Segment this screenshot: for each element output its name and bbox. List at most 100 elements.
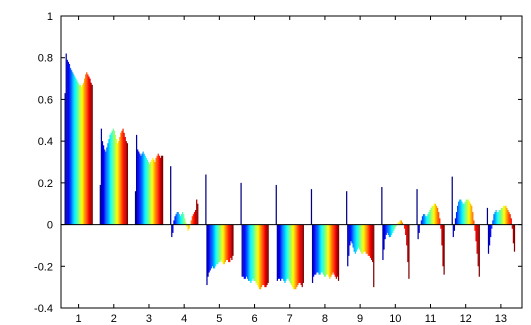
bar bbox=[328, 224, 330, 277]
bar bbox=[277, 224, 280, 279]
bar bbox=[498, 209, 500, 225]
bar bbox=[389, 224, 392, 238]
bar bbox=[286, 224, 288, 279]
bar bbox=[321, 224, 323, 273]
bar bbox=[351, 224, 353, 244]
bar bbox=[300, 224, 302, 286]
bar bbox=[314, 224, 316, 275]
x-tick-label: 13 bbox=[495, 313, 507, 325]
bar bbox=[429, 209, 431, 225]
bar bbox=[493, 214, 495, 225]
bar bbox=[240, 182, 242, 225]
bar bbox=[348, 224, 350, 256]
bar bbox=[475, 224, 477, 242]
bar bbox=[426, 216, 428, 225]
bar bbox=[211, 224, 214, 267]
bar bbox=[115, 139, 118, 225]
bar bbox=[470, 203, 472, 225]
bar bbox=[360, 224, 362, 252]
bar bbox=[248, 224, 250, 281]
y-tick-labels: -0.4 -0.2 0 0.2 0.4 0.6 0.8 1 bbox=[34, 11, 53, 315]
bar bbox=[251, 224, 253, 281]
bar bbox=[349, 224, 351, 246]
bar bbox=[382, 224, 384, 261]
bar bbox=[229, 224, 231, 263]
bar bbox=[143, 153, 145, 225]
bar bbox=[367, 224, 369, 256]
bar bbox=[295, 224, 297, 290]
bar bbox=[121, 130, 123, 225]
bar bbox=[509, 214, 511, 225]
bar bbox=[258, 224, 261, 290]
bar bbox=[324, 224, 327, 277]
bar bbox=[296, 224, 298, 288]
bar bbox=[406, 224, 408, 246]
bar bbox=[191, 216, 193, 225]
bar bbox=[362, 224, 364, 254]
bar bbox=[161, 155, 164, 225]
bar bbox=[91, 84, 93, 225]
bar bbox=[178, 214, 180, 225]
bar bbox=[187, 224, 189, 231]
bar bbox=[177, 212, 179, 225]
bar bbox=[497, 212, 499, 225]
bar bbox=[416, 189, 418, 225]
bar bbox=[246, 224, 249, 279]
bar bbox=[73, 74, 75, 225]
bar bbox=[190, 220, 192, 225]
x-tick-label: 8 bbox=[322, 313, 328, 325]
bar bbox=[64, 93, 66, 225]
bar bbox=[422, 214, 425, 225]
bar bbox=[138, 151, 140, 225]
bar bbox=[88, 76, 90, 225]
bar bbox=[369, 224, 372, 258]
bar bbox=[401, 222, 404, 225]
x-tick-label: 2 bbox=[111, 313, 117, 325]
y-tick-label: 0.8 bbox=[38, 53, 53, 65]
bar bbox=[215, 224, 217, 267]
bar bbox=[434, 203, 437, 225]
bar bbox=[283, 224, 285, 281]
y-tick-label: 0 bbox=[47, 220, 53, 232]
bar bbox=[363, 224, 365, 252]
bar bbox=[218, 224, 220, 263]
bar bbox=[207, 224, 209, 277]
x-tick-label: 6 bbox=[251, 313, 257, 325]
bar bbox=[357, 224, 360, 248]
bar bbox=[473, 220, 475, 225]
bar bbox=[294, 224, 296, 290]
bar bbox=[496, 212, 498, 225]
bar bbox=[193, 212, 196, 225]
bar bbox=[262, 224, 264, 286]
bar bbox=[195, 209, 197, 225]
bar bbox=[394, 224, 396, 229]
bar bbox=[170, 166, 172, 225]
bar bbox=[403, 224, 406, 229]
bar bbox=[319, 224, 321, 275]
bar bbox=[443, 224, 445, 275]
bar bbox=[280, 224, 282, 281]
bar bbox=[172, 224, 174, 233]
bar bbox=[276, 224, 278, 281]
bar bbox=[395, 224, 397, 227]
bar bbox=[120, 132, 122, 225]
bar bbox=[453, 224, 456, 231]
x-tick-label: 7 bbox=[287, 313, 293, 325]
bar bbox=[425, 216, 427, 225]
bar bbox=[256, 224, 258, 286]
bar bbox=[285, 224, 287, 281]
bar bbox=[329, 224, 331, 279]
bar bbox=[383, 224, 385, 250]
bar bbox=[249, 224, 251, 281]
bar bbox=[119, 136, 121, 225]
bar bbox=[174, 216, 176, 225]
bar bbox=[101, 141, 104, 225]
bar bbox=[134, 191, 137, 225]
bar bbox=[158, 155, 160, 225]
bar bbox=[310, 189, 313, 225]
bar bbox=[491, 224, 493, 229]
bar bbox=[477, 224, 479, 267]
bar bbox=[76, 80, 78, 225]
bar bbox=[504, 205, 506, 225]
bar bbox=[157, 153, 159, 225]
